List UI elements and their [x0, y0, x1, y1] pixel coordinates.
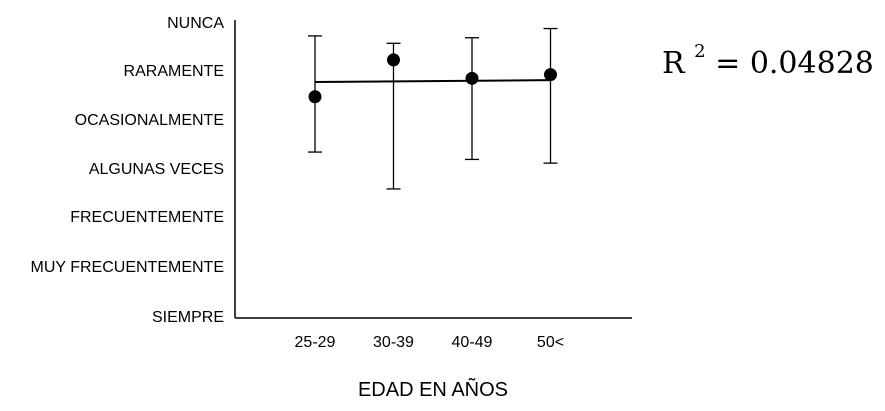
r-squared-exponent: 2 [694, 41, 705, 62]
trend-line [314, 79, 551, 83]
data-points [308, 53, 557, 104]
error-bars [308, 27, 558, 190]
y-axis-labels: NUNCA RARAMENTE OCASIONALMENTE ALGUNAS VECE… [31, 15, 225, 326]
x-axis-label: 30-39 [373, 334, 414, 351]
r-squared-value: = 0.04828 [715, 46, 874, 81]
y-axis-label: SIEMPRE [152, 309, 224, 326]
y-axis-label: MUY FRECUENTEMENTE [31, 259, 225, 276]
x-axis-title: EDAD EN AÑOS [358, 377, 508, 401]
y-axis-label: OCASIONALMENTE [75, 112, 224, 129]
data-point [544, 68, 557, 82]
x-axis-label: 25-29 [295, 334, 336, 351]
data-point [387, 53, 400, 67]
y-axis-label: FRECUENTEMENTE [70, 209, 224, 226]
y-axis-label: ALGUNAS VECES [89, 161, 224, 178]
x-axis-labels: 25-29 30-39 40-49 50< [295, 334, 565, 351]
data-point [308, 90, 322, 104]
x-axis-label: 50< [537, 334, 564, 351]
y-axis-label: RARAMENTE [124, 63, 224, 80]
x-axis-label: 40-49 [452, 334, 493, 351]
data-point [465, 71, 479, 85]
r-squared-annotation: R 2 = 0.04828 [662, 30, 874, 81]
y-axis-label: NUNCA [167, 15, 224, 32]
r-squared-base: R [662, 46, 686, 81]
